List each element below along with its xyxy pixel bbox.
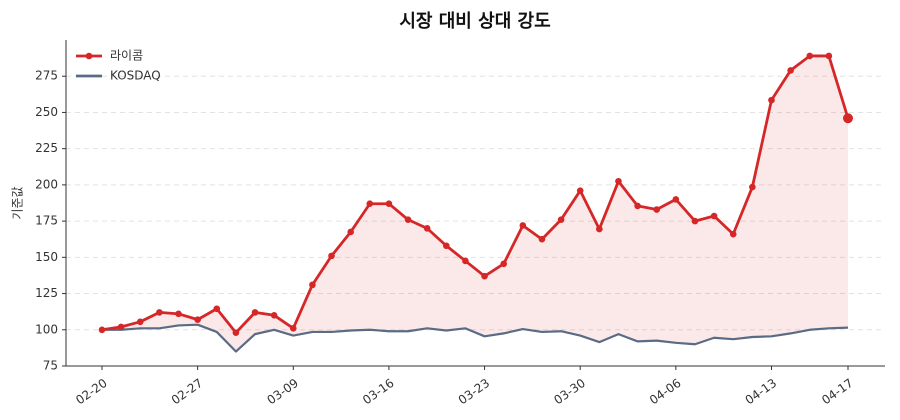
marker xyxy=(806,52,814,60)
legend-marker xyxy=(85,52,93,60)
marker xyxy=(423,225,431,232)
y-tick-label: 125 xyxy=(35,286,58,300)
marker xyxy=(136,318,144,326)
y-tick-label: 150 xyxy=(35,250,58,264)
chart-title: 시장 대비 상대 강도 xyxy=(399,11,550,32)
marker xyxy=(404,216,412,223)
marker xyxy=(729,230,737,238)
marker xyxy=(481,272,488,280)
x-tick-label: 02-20 xyxy=(73,376,110,407)
marker xyxy=(328,252,335,260)
y-tick-label: 200 xyxy=(35,177,58,191)
x-tick-label: 04-13 xyxy=(743,376,780,407)
x-tick-label: 03-23 xyxy=(456,376,493,407)
marker xyxy=(385,200,393,208)
marker xyxy=(443,242,450,250)
marker xyxy=(117,323,125,331)
legend-label: KOSDAQ xyxy=(110,69,161,83)
y-tick-label: 225 xyxy=(35,141,58,155)
marker xyxy=(749,183,756,191)
highlight-marker xyxy=(843,113,853,124)
marker xyxy=(270,311,278,319)
marker xyxy=(672,196,680,203)
marker xyxy=(309,281,316,289)
y-axis-label: 기준값 xyxy=(11,186,25,219)
y-tick-label: 175 xyxy=(35,214,58,228)
x-tick-label: 04-06 xyxy=(647,376,684,407)
y-tick-label: 250 xyxy=(35,105,58,119)
y-tick-label: 275 xyxy=(35,69,58,83)
marker xyxy=(787,67,794,74)
marker xyxy=(691,217,699,225)
x-tick-label: 03-30 xyxy=(551,376,588,407)
marker xyxy=(710,212,718,220)
marker xyxy=(232,329,240,336)
marker xyxy=(615,177,622,185)
marker xyxy=(538,235,546,243)
marker xyxy=(634,202,641,210)
marker xyxy=(596,225,603,233)
series-line xyxy=(102,323,849,353)
marker xyxy=(98,326,106,334)
marker xyxy=(366,200,374,208)
marker xyxy=(825,52,833,60)
legend-label: 라이콤 xyxy=(110,49,143,63)
marker xyxy=(213,305,221,313)
x-tick-label: 03-09 xyxy=(264,376,301,407)
marker xyxy=(251,309,259,316)
x-tick-label: 03-16 xyxy=(360,376,397,407)
y-tick-label: 75 xyxy=(43,359,58,373)
marker xyxy=(289,325,297,332)
marker xyxy=(347,228,354,236)
marker xyxy=(500,260,507,268)
area-fill xyxy=(102,55,848,352)
y-tick-label: 100 xyxy=(35,322,58,336)
marker xyxy=(462,257,469,265)
marker xyxy=(156,309,163,316)
marker xyxy=(557,216,565,223)
marker xyxy=(194,316,201,323)
marker xyxy=(519,222,527,229)
marker xyxy=(576,187,584,194)
series-line xyxy=(101,54,850,335)
x-tick-label: 02-27 xyxy=(169,376,206,407)
marker xyxy=(653,206,661,213)
marker xyxy=(175,310,182,318)
marker xyxy=(768,96,775,104)
x-tick-label: 04-17 xyxy=(819,376,856,407)
